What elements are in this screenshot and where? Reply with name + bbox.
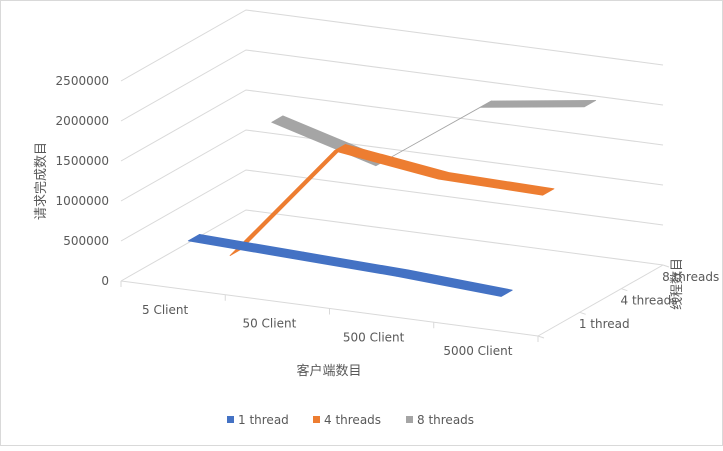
- gridline: [121, 10, 663, 81]
- depth-axis-title: 线程数目: [670, 258, 685, 310]
- legend-swatch: [227, 416, 234, 423]
- series-segment: [439, 173, 555, 196]
- gridline: [121, 50, 663, 121]
- legend-item: 1 thread: [227, 413, 289, 427]
- series-1-thread: [188, 234, 512, 296]
- legend: 1 thread 4 threads 8 threads: [227, 413, 474, 427]
- y-tick-label: 1500000: [56, 154, 109, 168]
- x-tick-label: 5000 Client: [443, 344, 512, 358]
- series-segment: [376, 101, 492, 166]
- legend-item: 8 threads: [406, 413, 474, 427]
- gridlines: [121, 10, 669, 342]
- y-tick-label: 500000: [63, 234, 109, 248]
- depth-tick-mark: [538, 336, 544, 338]
- depth-tick-mark: [663, 265, 669, 267]
- x-tick-label: 50 Client: [242, 317, 296, 331]
- legend-swatch: [313, 416, 320, 423]
- series-8-threads: [272, 100, 596, 165]
- depth-tick-mark: [580, 312, 586, 314]
- y-tick-labels: 0 500000 1000000 1500000 2000000 2500000: [56, 74, 109, 288]
- depth-tick-label: 4 threads: [621, 294, 678, 308]
- series-segment: [480, 100, 596, 107]
- y-tick-label: 2000000: [56, 114, 109, 128]
- x-tick-labels: 5 Client 50 Client 500 Client 5000 Client: [142, 303, 513, 358]
- y-tick-label: 2500000: [56, 74, 109, 88]
- y-tick-label: 1000000: [56, 194, 109, 208]
- y-axis-title: 请求完成数目: [34, 142, 49, 220]
- depth-tick-mark: [621, 289, 627, 291]
- series-segment: [230, 145, 346, 256]
- legend-label: 4 threads: [324, 413, 381, 427]
- series-segment: [293, 252, 409, 276]
- series-segment: [397, 270, 513, 297]
- series-segment: [188, 234, 303, 258]
- legend-label: 1 thread: [238, 413, 289, 427]
- legend-label: 8 threads: [417, 413, 474, 427]
- x-tick-label: 500 Client: [343, 330, 405, 344]
- legend-swatch: [406, 416, 413, 423]
- gridline: [121, 170, 663, 241]
- legend-item: 4 threads: [313, 413, 381, 427]
- series-4-threads: [230, 145, 554, 256]
- depth-tick-label: 1 thread: [579, 317, 630, 331]
- x-tick-label: 5 Client: [142, 303, 188, 317]
- x-axis-title: 客户端数目: [296, 363, 361, 379]
- y-tick-label: 0: [101, 274, 109, 288]
- series-layer: [188, 100, 595, 296]
